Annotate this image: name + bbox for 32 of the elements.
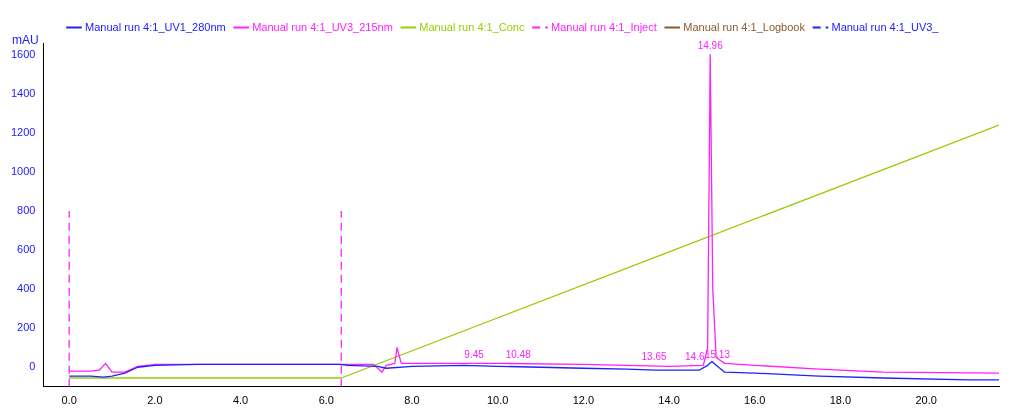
annotation: 14.96: [697, 40, 724, 52]
annotation: 9.45: [464, 349, 485, 361]
x-tick-label: 18.0: [829, 394, 852, 407]
x-tick-label: 0.0: [61, 394, 77, 407]
y-tick-label: 800: [17, 204, 36, 217]
legend-label: Manual run 4:1_Conc: [419, 20, 525, 33]
y-tick-label: 200: [17, 321, 36, 334]
y-tick-label: 1000: [10, 164, 36, 177]
y-tick-label: 1600: [10, 47, 36, 60]
y-tick-label: 1400: [10, 86, 36, 99]
annotation: 13.65: [641, 351, 668, 363]
annotation: 14.6: [685, 351, 705, 363]
x-tick-label: 14.0: [658, 394, 680, 407]
x-tick-label: 12.0: [572, 394, 595, 407]
y-tick-label: 1200: [10, 125, 36, 138]
legend-label: Manual run 4:1_UV3_215nm: [252, 20, 393, 33]
x-tick-label: 10.0: [486, 394, 509, 407]
legend-label: Manual run 4:1_Logbook: [683, 20, 806, 33]
y-axis-title: mAU: [12, 33, 39, 48]
legend-label: Manual run 4:1_UV3_: [831, 20, 940, 33]
legend-label: Manual run 4:1_Inject: [550, 20, 657, 33]
y-tick-label: 400: [17, 282, 36, 295]
legend-label: Manual run 4:1_UV1_280nm: [85, 20, 226, 33]
y-tick-label: 0: [29, 360, 36, 373]
x-tick-label: 2.0: [147, 394, 163, 407]
x-tick-label: 20.0: [915, 394, 937, 407]
x-tick-label: 4.0: [232, 394, 249, 407]
x-tick-label: 8.0: [404, 394, 420, 407]
y-tick-label: 600: [17, 243, 36, 256]
x-tick-label: 6.0: [318, 394, 334, 407]
annotation: 10.48: [505, 349, 532, 361]
x-tick-label: 16.0: [744, 394, 766, 407]
